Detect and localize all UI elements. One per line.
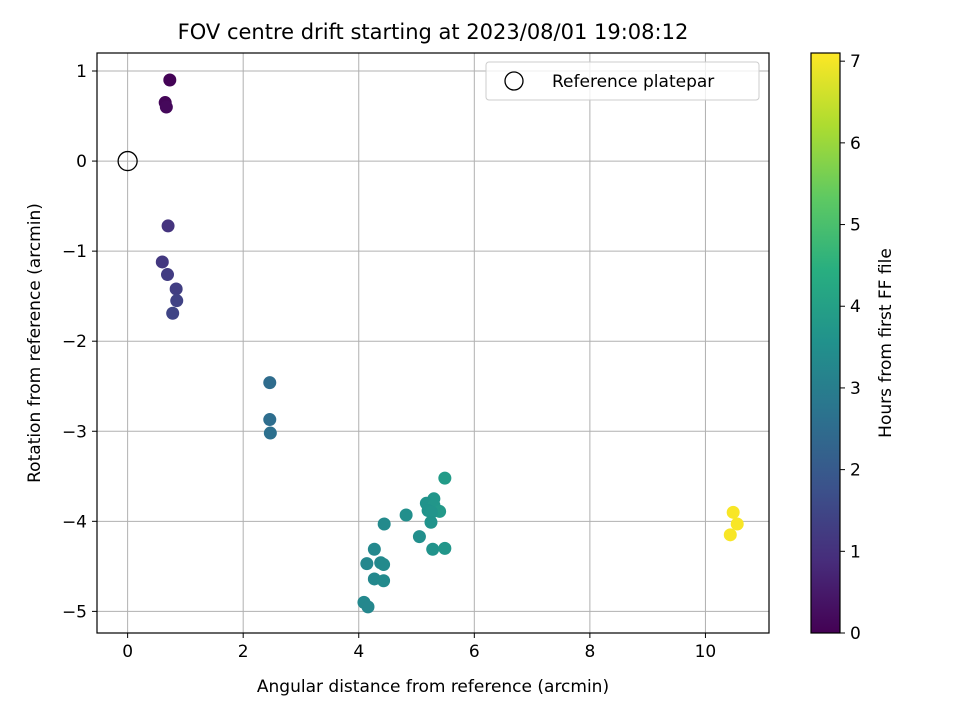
y-tick-label: −3 <box>62 422 87 442</box>
y-tick-label: −2 <box>62 332 87 352</box>
colorbar-tick-label: 0 <box>850 624 861 644</box>
colorbar-tick-label: 7 <box>850 52 861 72</box>
data-points <box>155 73 744 614</box>
data-point <box>425 505 439 519</box>
x-tick-label: 2 <box>238 642 249 662</box>
data-point <box>263 376 277 390</box>
legend-marker-open-circle <box>504 71 524 91</box>
data-point <box>263 426 277 440</box>
legend-label: Reference platepar <box>552 72 714 92</box>
reference-platepar-marker <box>117 150 138 172</box>
reference-marker-layer <box>117 150 138 172</box>
colorbar-tick-label: 2 <box>850 461 861 481</box>
x-tick-label: 4 <box>353 642 364 662</box>
data-point <box>730 517 744 531</box>
data-point <box>163 73 177 87</box>
data-point <box>438 541 452 555</box>
data-point <box>263 413 277 427</box>
data-point <box>170 294 184 308</box>
data-point <box>160 268 174 282</box>
colorbar-ticks: 0 1 2 3 4 5 6 7 <box>840 52 861 644</box>
data-point <box>438 471 452 485</box>
grid <box>97 53 769 633</box>
plot-frame <box>96 52 770 634</box>
y-tick-label: −1 <box>62 242 87 262</box>
data-point <box>367 542 381 556</box>
chart-title: FOV centre drift starting at 2023/08/01 … <box>178 20 689 44</box>
colorbar-gradient <box>811 53 840 633</box>
colorbar-tick-label: 6 <box>850 134 861 154</box>
data-point <box>377 574 391 588</box>
data-point <box>426 542 440 556</box>
data-point <box>399 508 413 522</box>
y-axis-label: Rotation from reference (arcmin) <box>25 203 45 483</box>
legend: Reference platepar <box>485 61 760 101</box>
data-point <box>361 600 375 614</box>
colorbar-tick-label: 4 <box>850 297 861 317</box>
x-tick-label: 8 <box>584 642 595 662</box>
data-point <box>159 100 173 114</box>
data-point <box>377 558 391 572</box>
data-point <box>161 219 175 233</box>
y-tick-label: −4 <box>62 512 87 532</box>
data-point <box>360 557 374 571</box>
y-tick-label: −5 <box>62 602 87 622</box>
y-tick-label: 1 <box>76 62 87 82</box>
data-point <box>377 517 391 531</box>
x-tick-label: 6 <box>469 642 480 662</box>
data-point <box>424 515 438 529</box>
legend-box <box>485 61 760 101</box>
data-point <box>155 255 169 269</box>
colorbar-tick-label: 1 <box>850 542 861 562</box>
x-tick-label: 10 <box>695 642 717 662</box>
x-axis-label: Angular distance from reference (arcmin) <box>257 677 609 697</box>
x-tick-label: 0 <box>122 642 133 662</box>
x-axis-ticks: 0 2 4 6 8 10 <box>122 633 716 662</box>
colorbar-tick-label: 3 <box>850 379 861 399</box>
data-point <box>726 505 740 519</box>
data-point <box>723 528 737 542</box>
data-point <box>169 282 183 296</box>
y-tick-label: 0 <box>76 152 87 172</box>
data-point <box>412 530 426 544</box>
y-axis-ticks: 1 0 −1 −2 −3 −4 −5 <box>62 62 97 622</box>
colorbar: 0 1 2 3 4 5 6 7 Hours from first FF file <box>810 52 896 644</box>
colorbar-label: Hours from first FF file <box>876 248 896 438</box>
data-point <box>166 306 180 320</box>
colorbar-tick-label: 5 <box>850 216 861 236</box>
colorbar-frame <box>810 52 841 634</box>
